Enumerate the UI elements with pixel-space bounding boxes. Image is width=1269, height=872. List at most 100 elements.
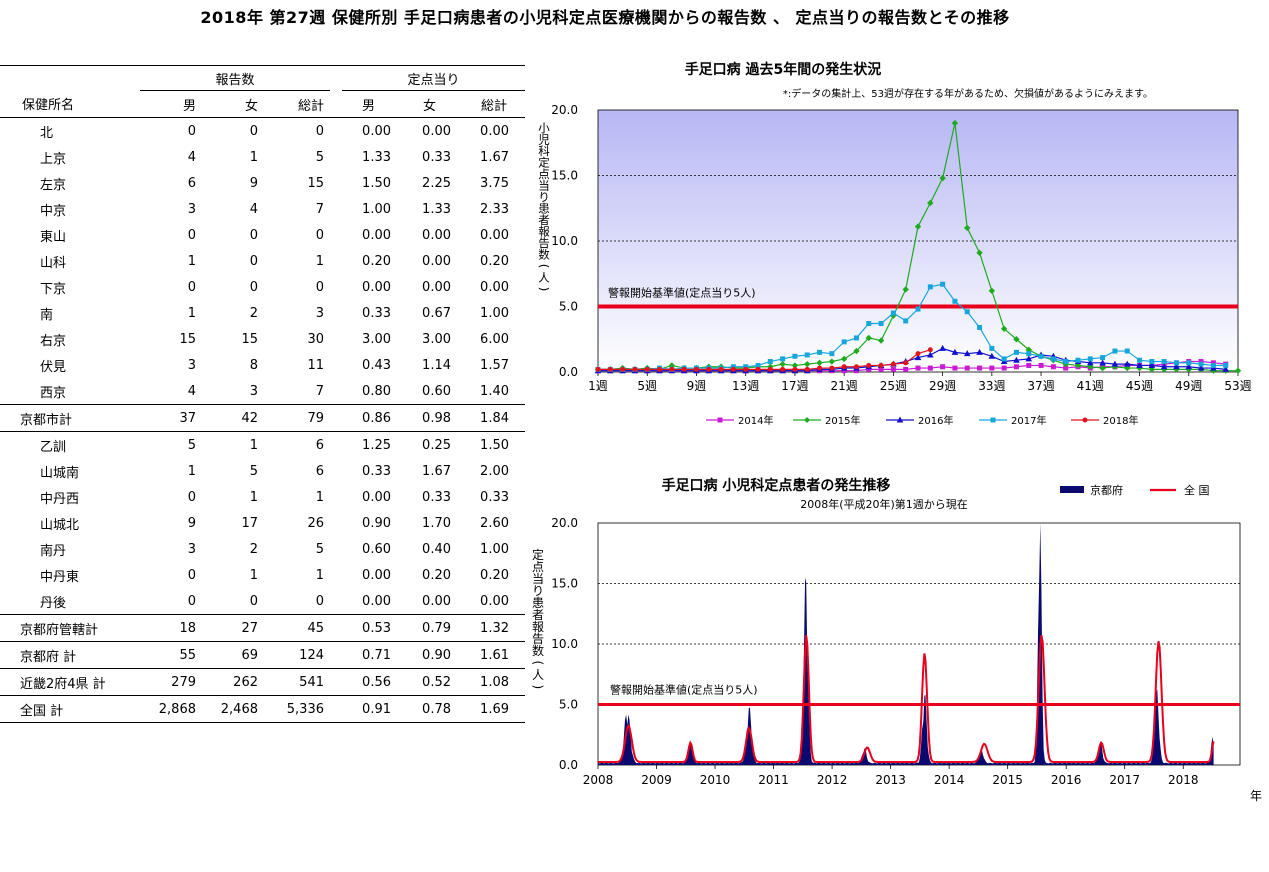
svg-text:患: 患 (538, 202, 550, 216)
y-tick-label: 20.0 (551, 103, 578, 117)
data-point (791, 362, 799, 369)
table-row: 伏見 3 8 11 0.43 1.14 1.57 (0, 352, 525, 378)
data-point (988, 352, 996, 359)
data-point (1148, 361, 1156, 368)
table-row: 山城南 1 5 6 0.33 1.67 2.00 (0, 458, 525, 484)
table-cell: 1.57 (480, 357, 509, 373)
data-point (730, 366, 736, 372)
data-point (1185, 363, 1193, 370)
data-point (780, 356, 786, 362)
data-point (730, 364, 736, 370)
x-tick-label: 33週 (978, 379, 1005, 393)
y-tick-label: 15.0 (551, 577, 578, 591)
data-point (1025, 355, 1033, 362)
data-point (620, 366, 626, 372)
table-cell: 42 (241, 410, 258, 426)
table-cell: 7 (315, 383, 324, 399)
x-tick-label: 1週 (588, 379, 608, 393)
data-point (1161, 359, 1167, 365)
data-point (1173, 360, 1179, 366)
table-row: 中丹西 0 1 1 0.00 0.33 0.33 (0, 484, 525, 510)
table-cell: 0.40 (422, 541, 451, 557)
legend-swatch (1060, 486, 1084, 493)
data-point (1124, 348, 1130, 354)
x-tick-label: 13週 (732, 379, 759, 393)
table-cell: 0.52 (422, 674, 451, 690)
row-name: 南丹 (40, 543, 67, 559)
data-point (681, 366, 687, 372)
data-point (1050, 364, 1056, 370)
data-point (878, 362, 884, 368)
table-cell: 0.43 (362, 357, 391, 373)
table-cell: 0 (187, 279, 196, 295)
svg-text:(: ( (531, 660, 545, 665)
table-cell: 3 (187, 357, 196, 373)
table-cell: 0.00 (480, 123, 509, 139)
table-cell: 4 (249, 201, 258, 217)
row-name: 丹後 (40, 595, 67, 611)
table-cell: 1.50 (362, 175, 391, 191)
svg-text:点: 点 (532, 560, 544, 574)
table-cell: 15 (179, 331, 196, 347)
table-cell: 1.14 (422, 357, 451, 373)
data-point (1099, 359, 1106, 366)
data-point (1001, 365, 1007, 371)
x-tick-label: 2016 (1051, 773, 1082, 787)
column-header: 男 (362, 98, 376, 114)
table-cell: 5 (315, 541, 324, 557)
data-point (1173, 363, 1180, 370)
table-cell: 1.25 (362, 437, 391, 453)
data-point (1038, 353, 1044, 359)
data-point (817, 349, 823, 355)
data-point (1062, 360, 1069, 368)
svg-text:(: ( (537, 264, 551, 269)
svg-text:定: 定 (532, 547, 544, 562)
svg-text:者: 者 (532, 608, 544, 622)
table-cell: 0.91 (362, 701, 391, 717)
svg-text:告: 告 (538, 236, 550, 250)
data-point (914, 223, 922, 230)
table-cell: 0.00 (480, 279, 509, 295)
table-cell: 1.50 (480, 437, 509, 453)
data-point (964, 309, 970, 315)
table-cell: 1.67 (422, 463, 451, 479)
table-cell: 2 (249, 305, 258, 321)
row-name: 全国 計 (20, 703, 64, 719)
table-cell: 0.33 (480, 489, 509, 505)
svg-text:小: 小 (538, 121, 550, 135)
data-point (976, 249, 983, 256)
data-point (1099, 364, 1106, 372)
table-cell: 3 (315, 305, 324, 321)
data-point (1124, 364, 1131, 372)
data-point (853, 347, 860, 355)
table-row: 中丹東 0 1 1 0.00 0.20 0.20 (0, 562, 525, 588)
table-cell: 0 (187, 593, 196, 609)
table-cell: 7 (315, 201, 324, 217)
y-tick-label: 10.0 (551, 637, 578, 651)
x-tick-label: 2012 (817, 773, 848, 787)
table-row: 南 1 2 3 0.33 0.67 1.00 (0, 300, 525, 326)
table-cell: 17 (241, 515, 258, 531)
row-name: 乙訓 (40, 439, 67, 455)
row-name: 京都府管轄計 (20, 622, 99, 638)
data-point (853, 335, 859, 341)
row-name: 山城北 (40, 517, 80, 533)
x-tick-label: 41週 (1077, 379, 1104, 393)
x-tick-label: 49週 (1175, 379, 1202, 393)
table-row: 乙訓 5 1 6 1.25 0.25 1.50 (0, 432, 525, 459)
table-cell: 5 (249, 463, 258, 479)
table-row: 山科 1 0 1 0.20 0.00 0.20 (0, 248, 525, 274)
data-point (767, 366, 773, 372)
data-point (743, 364, 749, 370)
table-cell: 541 (299, 674, 324, 690)
legend-label: 全 国 (1184, 483, 1210, 497)
row-name: 西京 (40, 385, 67, 401)
data-point (1160, 363, 1168, 370)
table-cell: 0.90 (422, 647, 451, 663)
legend-marker (896, 416, 904, 423)
data-point (1210, 360, 1216, 366)
table-row: 近畿2府4県 計 279 262 541 0.56 0.52 1.08 (0, 669, 525, 696)
data-point (976, 348, 983, 355)
data-point (866, 366, 872, 372)
table-row: 全国 計 2,868 2,468 5,336 0.91 0.78 1.69 (0, 696, 525, 723)
